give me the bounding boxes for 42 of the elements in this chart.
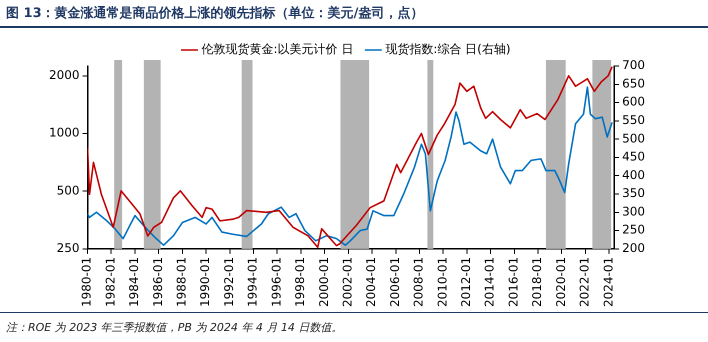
chart-title: 图 13：黄金涨通常是商品价格上涨的领先指标（单位：美元/盎司，点）: [6, 4, 424, 22]
x-tick-label: 1998-01: [293, 256, 308, 307]
x-tick-label: 2014-01: [482, 256, 497, 307]
y2-tick-label: 350: [622, 186, 645, 200]
x-tick-label: 1990-01: [198, 256, 212, 307]
y2-tick-label: 650: [622, 76, 645, 90]
x-tick-label: 1984-01: [127, 256, 142, 307]
text: 注：ROE 为 2023 年三季报数值，PB 为 2024 年 4 月 14 日数值。: [6, 320, 342, 335]
y2-tick-label: 250: [622, 222, 645, 237]
legend-label: 现货指数:综合 日(右轴): [385, 42, 511, 56]
x-tick-label: 2022-01: [578, 256, 592, 307]
y2-tick-label: 300: [622, 204, 645, 218]
y-tick-label: 2000: [48, 68, 80, 82]
x-tick-label: 1992-01: [222, 256, 236, 307]
x-tick-label: 2016-01: [506, 256, 520, 307]
x-tick-label: 2002-01: [340, 256, 354, 307]
x-tick-label: 1986-01: [150, 256, 165, 307]
x-tick-label: 2010-01: [435, 256, 450, 307]
x-tick-label: 2004-01: [364, 256, 378, 307]
x-tick-label: 1988-01: [174, 256, 189, 307]
x-tick-label: 1982-01: [103, 256, 118, 307]
y-tick-label: 500: [56, 183, 80, 198]
y2-tick-label: 200: [622, 240, 645, 255]
x-tick-label: 2024-01: [601, 256, 616, 307]
x-tick-label: 2006-01: [388, 256, 402, 307]
x-tick-label: 1996-01: [269, 256, 284, 307]
x-tick-label: 2018-01: [530, 256, 544, 307]
y-tick-label: 1000: [48, 126, 80, 140]
y2-tick-label: 600: [622, 94, 645, 109]
x-tick-label: 2020-01: [554, 256, 568, 307]
y2-tick-label: 700: [622, 58, 645, 72]
y2-tick-label: 500: [622, 131, 645, 146]
x-tick-label: 2000-01: [316, 256, 331, 307]
x-tick-label: 1994-01: [246, 256, 260, 307]
y-tick-label: 250: [56, 240, 80, 255]
y2-tick-label: 400: [622, 168, 645, 182]
x-tick-label: 2008-01: [412, 256, 426, 307]
x-tick-label: 2012-01: [459, 256, 474, 307]
y2-tick-label: 450: [622, 150, 645, 164]
y2-tick-label: 550: [622, 112, 645, 127]
legend-label: 伦敦现货黄金:以美元计价 日: [201, 42, 354, 56]
x-tick-label: 1980-01: [80, 256, 94, 307]
